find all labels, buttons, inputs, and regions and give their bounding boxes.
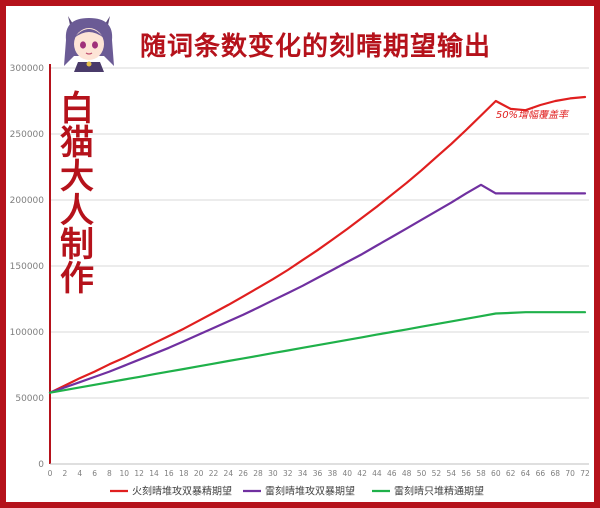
x-tick-label: 16 [164,469,174,478]
x-tick-label: 58 [476,469,486,478]
x-tick-label: 32 [283,469,293,478]
series-lines [48,95,587,394]
x-tick-label: 26 [238,469,248,478]
author-watermark: 白猫大人制作 [60,89,94,299]
axes [49,64,589,465]
x-tick-label: 34 [298,469,308,478]
y-tick-label: 250000 [10,130,45,140]
annotations: 50%增幅覆盖率 [496,109,570,121]
y-tick-label: 100000 [10,328,45,338]
chart-title: 随词条数变化的刻晴期望输出 [140,32,492,62]
x-tick-label: 0 [48,469,53,478]
x-tick-label: 2 [62,469,67,478]
x-tick-label: 4 [77,469,82,478]
legend-entry: 雷刻晴堆攻双暴期望 [265,485,355,498]
x-tick-label: 14 [149,469,159,478]
x-tick-label: 60 [491,469,501,478]
x-tick-label: 36 [313,469,323,478]
x-tick-label: 24 [224,469,234,478]
x-tick-label: 52 [432,469,442,478]
x-tick-label: 28 [253,469,263,478]
x-tick-label: 40 [342,469,352,478]
x-tick-label: 62 [506,469,516,478]
x-tick-label: 38 [328,469,338,478]
x-tick-label: 70 [565,469,575,478]
legend-entry: 火刻晴堆攻双暴精期望 [132,485,232,498]
legend-entry: 雷刻晴只堆精通期望 [394,485,484,498]
x-tick-label: 66 [536,469,546,478]
series-line-2 [48,183,587,394]
x-tick-label: 44 [372,469,382,478]
y-tick-label: 50000 [15,394,44,404]
x-tick-label: 56 [461,469,471,478]
x-tick-label: 50 [417,469,427,478]
x-tick-label: 68 [551,469,561,478]
x-tick-label: 6 [92,469,97,478]
annotation-label: 50%增幅覆盖率 [496,109,570,121]
x-tick-label: 46 [387,469,397,478]
y-tick-label: 0 [38,460,44,470]
avatar-icon [64,16,114,72]
x-tick-label: 18 [179,469,189,478]
x-tick-label: 48 [402,469,412,478]
x-tick-label: 22 [209,469,219,478]
x-tick-label: 54 [446,469,456,478]
x-tick-label: 30 [268,469,278,478]
x-tick-label: 72 [580,469,590,478]
series-line-3 [48,311,587,394]
legend: 火刻晴堆攻双暴精期望 雷刻晴堆攻双暴期望 雷刻晴只堆精通期望 [110,485,484,498]
x-tick-label: 42 [357,469,367,478]
y-tick-label: 150000 [10,262,45,272]
x-tick-label: 64 [521,469,531,478]
series-line-1 [48,95,587,394]
y-tick-label: 300000 [10,64,45,74]
gridlines [50,67,589,399]
y-tick-label: 200000 [10,196,45,206]
x-tick-label: 20 [194,469,204,478]
x-tick-label: 12 [134,469,144,478]
x-tick-label: 10 [120,469,130,478]
x-tick-label: 8 [107,469,112,478]
